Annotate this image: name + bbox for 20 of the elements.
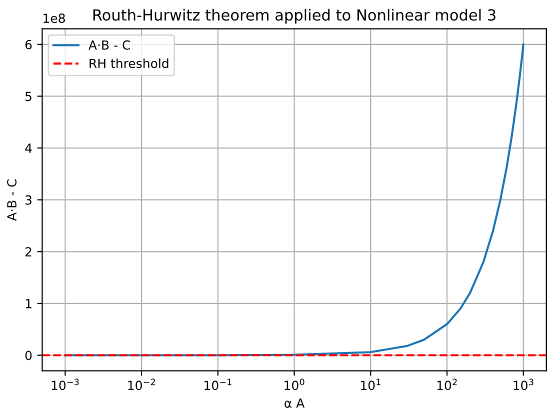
y-tick-label: 5 — [25, 92, 32, 102]
x-tick-label: 10$^{−1}$ — [204, 378, 232, 390]
y-tick-label: 0 — [25, 350, 32, 360]
x-axis-title: α A — [284, 398, 305, 408]
y-tick-label: 3 — [25, 195, 32, 205]
text: 1e8 — [44, 14, 65, 23]
chart-title: Routh-Hurwitz theorem applied to Nonlinear model 3 — [93, 8, 496, 24]
y-tick-label: 4 — [25, 144, 32, 153]
y-tick-label: 2 — [25, 247, 32, 256]
x-tick-label: 10$^{2}$ — [437, 378, 457, 390]
legend-label: RH threshold — [90, 58, 168, 68]
x-tick-label: 10$^{−2}$ — [128, 378, 155, 390]
y-tick-label: 6 — [25, 40, 32, 50]
x-tick-label: 10$^{1}$ — [361, 378, 380, 390]
y-axis-title: A·B - C — [7, 179, 17, 221]
x-tick-label: 10$^{3}$ — [514, 378, 534, 390]
legend-label: A·B - C — [88, 40, 130, 50]
x-tick-label: 10$^{−3}$ — [52, 378, 79, 390]
y-tick-label: 1 — [26, 299, 32, 308]
x-tick-label: 10$^{0}$ — [284, 378, 304, 390]
